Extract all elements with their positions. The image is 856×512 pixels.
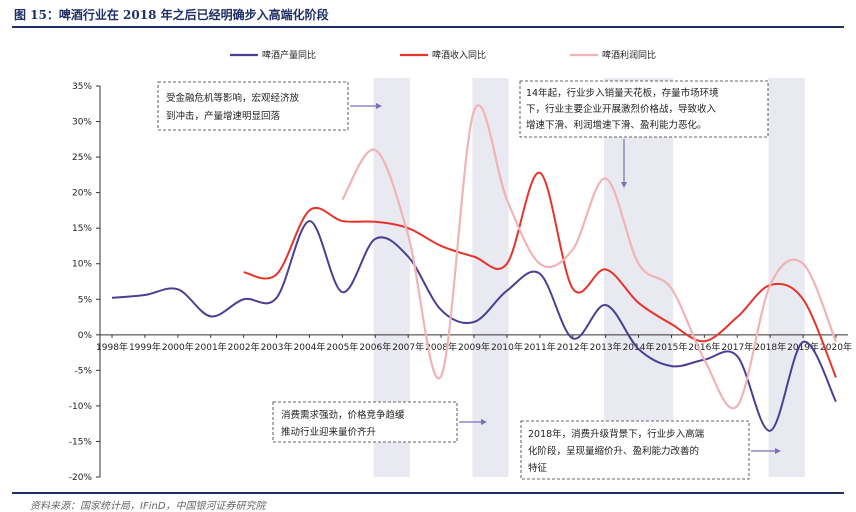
- x-tick-label: 2020年: [820, 341, 852, 353]
- x-tick-label: 2001年: [195, 341, 227, 353]
- x-tick-label: 2002年: [228, 341, 260, 353]
- y-tick-label: -10%: [69, 402, 93, 412]
- y-tick-labels: -20% -15% -10% -5% 0% 5% 10% 15% 20% 25% 30% 35%: [69, 82, 100, 483]
- x-tick-label: 2009年: [458, 341, 490, 353]
- y-tick-label: 0%: [78, 331, 93, 341]
- annotation-box: [157, 81, 349, 131]
- x-tick-label: 2012年: [557, 341, 589, 353]
- y-tick-label: 15%: [72, 224, 92, 234]
- x-tick-label: 2017年: [721, 341, 753, 353]
- x-tick-label: 2016年: [688, 341, 720, 353]
- series-lines: [111, 104, 838, 432]
- x-tick-label: 1999年: [129, 341, 161, 353]
- annotation-2018-premium: 2018年，消费升级背景下，行业步入高端 化阶段，呈现量缩价升、盈利能力改善的 …: [520, 420, 781, 480]
- annotation-line: 特征: [528, 462, 548, 474]
- y-tick-label: 25%: [72, 153, 92, 163]
- x-tick-label: 2013年: [590, 341, 622, 353]
- annotation-line: 到冲击，产量增速明显回落: [166, 110, 281, 122]
- series-line-1: [111, 220, 837, 432]
- shaded-period: [603, 78, 674, 477]
- arrow-head: [775, 448, 781, 454]
- y-tick-label: -5%: [74, 366, 92, 376]
- arrow-head: [481, 419, 487, 425]
- x-tick-label: 2015年: [656, 341, 688, 353]
- y-tick-label: 10%: [72, 260, 92, 270]
- annotation-strong-demand: 消费需求强劲，价格竞争趋缓 推动行业迎来量价齐升: [272, 401, 487, 443]
- x-tick-label: 1998年: [96, 341, 128, 353]
- figure-title: 图 15：啤酒行业在 2018 年之后已经明确步入高端化阶段: [14, 8, 329, 22]
- x-tick-label: 2011年: [524, 341, 556, 353]
- y-tick-label: 30%: [72, 118, 92, 128]
- annotation-line: 增速下滑、利润增速下滑、盈利能力恶化。: [526, 119, 707, 131]
- shaded-periods: [373, 78, 805, 477]
- x-tick-label: 2010年: [491, 341, 523, 353]
- x-tick-label: 2014年: [623, 341, 655, 353]
- x-tick-label: 2005年: [326, 341, 358, 353]
- source-note: 资料来源：国家统计局，IFinD，中国银河证券研究院: [30, 501, 266, 512]
- annotation-box: [519, 80, 769, 138]
- x-tick-label: 2000年: [162, 341, 194, 353]
- annotation-financial-crisis: 受金融危机等影响，宏观经济放 到冲击，产量增速明显回落: [157, 81, 382, 131]
- x-tick-label: 2004年: [294, 341, 326, 353]
- x-tick-labels: 1998年 1999年 2000年 2001年 2002年 2003年 2004年 2005年…: [96, 334, 852, 353]
- annotation-line: 受金融危机等影响，宏观经济放: [166, 92, 300, 104]
- annotation-line: 2018年，消费升级背景下，行业步入高端: [528, 428, 705, 440]
- x-tick-label: 2008年: [425, 341, 457, 353]
- annotation-line: 推动行业迎来量价齐升: [281, 426, 377, 438]
- annotation-box: [272, 401, 458, 443]
- legend: 啤酒产量同比 啤酒收入同比 啤酒利润同比: [230, 49, 656, 61]
- arrow-head: [376, 103, 382, 109]
- annotation-line: 下，行业主要企业开展激烈价格战，导致收入: [526, 103, 717, 115]
- x-tick-label: 2007年: [392, 341, 424, 353]
- annotation-box: [520, 420, 750, 480]
- arrow-head: [621, 182, 627, 188]
- series-line-2: [243, 171, 837, 378]
- bottom-rule: [12, 492, 844, 494]
- y-tick-label: -15%: [69, 437, 93, 447]
- legend-label-profit: 啤酒利润同比: [602, 49, 656, 61]
- legend-label-revenue: 啤酒收入同比: [432, 49, 486, 61]
- annotation-2014-ceiling: 14年起，行业步入销量天花板，存量市场环境 下，行业主要企业开展激烈价格战，导致…: [519, 80, 769, 188]
- y-tick-label: 35%: [72, 82, 92, 92]
- title-rule: [12, 26, 844, 28]
- annotation-line: 化阶段，呈现量缩价升、盈利能力改善的: [528, 445, 699, 457]
- y-tick-label: 20%: [72, 189, 92, 199]
- x-tick-label: 2018年: [754, 341, 786, 353]
- legend-label-production: 啤酒产量同比: [262, 49, 316, 61]
- annotation-line: 消费需求强劲，价格竞争趋缓: [281, 409, 405, 421]
- x-tick-label: 2003年: [261, 341, 293, 353]
- shaded-period: [472, 78, 509, 477]
- annotation-line: 14年起，行业步入销量天花板，存量市场环境: [526, 87, 719, 99]
- y-tick-label: 5%: [78, 295, 93, 305]
- x-tick-label: 2006年: [359, 341, 391, 353]
- series-line-3: [341, 104, 838, 410]
- x-tick-label: 2019年: [787, 341, 819, 353]
- y-tick-label: -20%: [69, 473, 93, 483]
